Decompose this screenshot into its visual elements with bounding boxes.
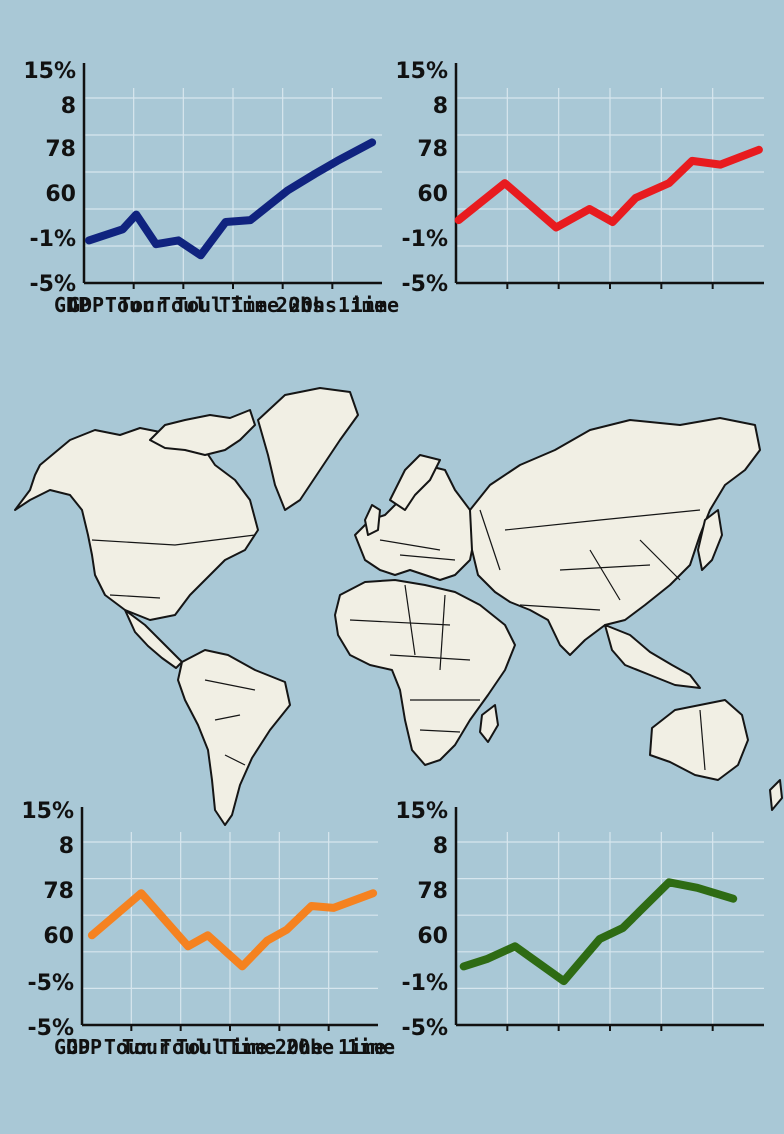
country-border <box>91 534 256 546</box>
landmass-south-america <box>177 649 291 826</box>
country-border <box>504 509 701 531</box>
country-border <box>349 619 451 626</box>
series-line <box>87 889 378 971</box>
landmass-scandinavia <box>389 454 441 511</box>
country-border <box>519 604 601 611</box>
x-tick-label: 20hs <box>289 293 337 317</box>
x-tick-label: 20he <box>286 1035 334 1059</box>
x-tick-label: 20hs <box>276 293 324 317</box>
x-tick-label: Toul <box>159 293 207 317</box>
country-border <box>109 594 161 599</box>
country-border <box>204 679 256 691</box>
y-tick-label: 8 <box>433 834 448 859</box>
y-tick-label: 15% <box>395 799 448 824</box>
country-border <box>559 564 651 571</box>
y-tick-label: 78 <box>417 879 448 904</box>
y-tick-label: 78 <box>43 879 74 904</box>
x-tick-label: Time <box>228 1035 276 1059</box>
landmass-north-america <box>14 427 259 621</box>
landmass-uk <box>364 504 381 536</box>
landmass-arctic-islands <box>149 409 256 456</box>
landmass-africa <box>334 579 516 766</box>
country-border <box>404 584 416 656</box>
y-tick-label: 8 <box>433 94 448 119</box>
country-border <box>639 539 681 581</box>
landmass-central-america <box>124 609 183 669</box>
y-tick-label: 15% <box>395 59 448 84</box>
x-tick-label: Toul <box>160 1035 208 1059</box>
country-border <box>224 754 246 766</box>
x-tick-label: GDP <box>54 1035 90 1059</box>
y-tick-label: -5% <box>28 1016 74 1041</box>
y-tick-label: 15% <box>23 59 76 84</box>
x-tick-label: GDP <box>68 293 104 317</box>
x-tick-label: Tour <box>119 293 167 317</box>
country-border <box>379 539 441 551</box>
y-tick-label: 60 <box>43 924 74 949</box>
y-tick-label: 60 <box>417 182 448 207</box>
series-line <box>85 138 377 260</box>
series-line <box>459 878 738 986</box>
x-tick-label: 20he <box>275 1035 323 1059</box>
landmass-australia <box>649 699 749 781</box>
landmass-madagascar <box>479 704 499 743</box>
y-tick-label: -5% <box>402 1016 448 1041</box>
y-tick-label: 78 <box>417 137 448 162</box>
landmass-greenland <box>257 387 359 511</box>
y-tick-label: -1% <box>402 971 448 996</box>
country-border <box>399 554 456 561</box>
y-tick-label: 8 <box>59 834 74 859</box>
landmass-asia <box>469 417 761 656</box>
country-border <box>389 654 471 661</box>
country-border <box>699 709 706 771</box>
y-tick-label: -5% <box>28 971 74 996</box>
y-tick-label: 78 <box>45 137 76 162</box>
x-tick-label: Time <box>219 293 267 317</box>
x-tick-label: GDP <box>54 293 90 317</box>
y-tick-label: 60 <box>417 924 448 949</box>
x-tick-label: Toul <box>175 293 223 317</box>
world-map <box>14 387 783 826</box>
x-tick-label: Toul <box>176 1035 224 1059</box>
x-tick-label: 1ime <box>351 293 399 317</box>
x-tick-label: Time <box>231 293 279 317</box>
y-tick-label: 15% <box>21 799 74 824</box>
world-map-borders <box>91 509 706 771</box>
x-tick-label: Tour <box>122 1035 170 1059</box>
x-tick-label: GDP <box>66 1035 102 1059</box>
x-tick-label: 1ime <box>338 1035 386 1059</box>
country-border <box>479 509 501 571</box>
x-tick-label: 1ime <box>347 1035 395 1059</box>
y-tick-label: 60 <box>45 182 76 207</box>
y-tick-label: -1% <box>30 227 76 252</box>
x-tick-label: Tour <box>104 1035 152 1059</box>
country-border <box>589 549 621 601</box>
country-border <box>214 714 241 721</box>
landmass-southeast-asia <box>604 624 701 689</box>
x-tick-label: 1ime <box>338 293 386 317</box>
x-tick-label: Tour <box>105 293 153 317</box>
x-tick-label: Time <box>219 1035 267 1059</box>
y-tick-label: -5% <box>30 272 76 297</box>
landmass-new-zealand <box>769 779 783 811</box>
y-tick-label: -1% <box>402 227 448 252</box>
series-line <box>454 145 763 232</box>
country-border <box>439 594 446 671</box>
country-border <box>419 729 461 733</box>
landmass-japan <box>697 509 723 571</box>
y-tick-label: -5% <box>402 272 448 297</box>
world-map-landmasses <box>14 387 783 826</box>
y-tick-label: 8 <box>61 94 76 119</box>
